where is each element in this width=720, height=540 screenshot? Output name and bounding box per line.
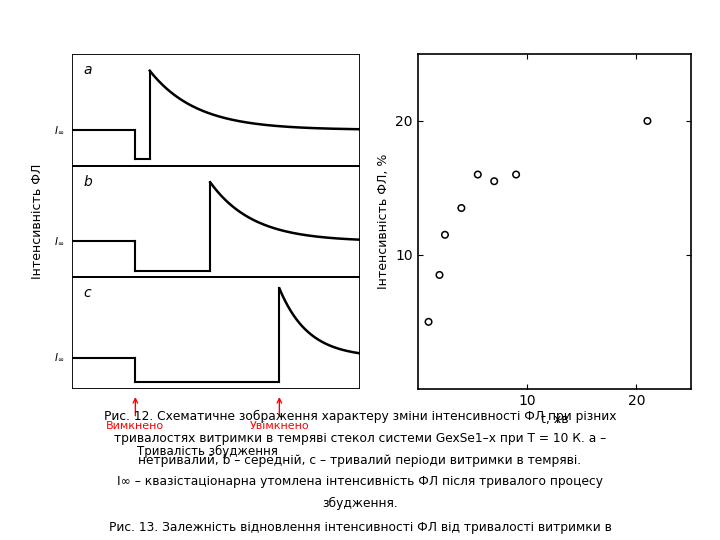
Point: [472, 170, 484, 179]
Text: Інтенсивність ФЛ: Інтенсивність ФЛ: [31, 164, 44, 279]
Text: $I_\infty$: $I_\infty$: [55, 352, 65, 363]
Text: Рис. 13. Залежність відновлення інтенсивності ФЛ від тривалості витримки в: Рис. 13. Залежність відновлення інтенсив…: [109, 521, 611, 534]
Text: a: a: [84, 63, 92, 77]
Text: $I_\infty$: $I_\infty$: [55, 235, 65, 247]
X-axis label: t, хв: t, хв: [541, 413, 568, 426]
Text: Рис. 12. Схематичне зображення характеру зміни інтенсивності ФЛ при різних: Рис. 12. Схематичне зображення характеру…: [104, 410, 616, 423]
Point: [423, 318, 434, 326]
Point: [642, 117, 653, 125]
Text: I∞ – квазістаціонарна утомлена інтенсивність ФЛ після тривалого процесу: I∞ – квазістаціонарна утомлена інтенсивн…: [117, 475, 603, 488]
Point: [510, 170, 522, 179]
Y-axis label: Інтенсивність ФЛ, %: Інтенсивність ФЛ, %: [377, 154, 390, 289]
Point: [456, 204, 467, 212]
Text: Вимкнено: Вимкнено: [107, 421, 164, 431]
Text: c: c: [84, 286, 91, 300]
Text: Увімкнено: Увімкнено: [250, 421, 309, 431]
Text: нетривалий, b – середній, c – тривалий періоди витримки в темряві.: нетривалий, b – середній, c – тривалий п…: [138, 454, 582, 467]
Text: $I_\infty$: $I_\infty$: [55, 124, 65, 136]
Point: [488, 177, 500, 186]
Text: Тривалість збудження: Тривалість збудження: [137, 444, 278, 457]
Text: тривалостях витримки в темряві стекол системи GexSe1–x при T = 10 К. а –: тривалостях витримки в темряві стекол си…: [114, 432, 606, 445]
Point: [433, 271, 445, 279]
Text: b: b: [84, 174, 92, 188]
Text: збудження.: збудження.: [322, 497, 398, 510]
Point: [439, 231, 451, 239]
